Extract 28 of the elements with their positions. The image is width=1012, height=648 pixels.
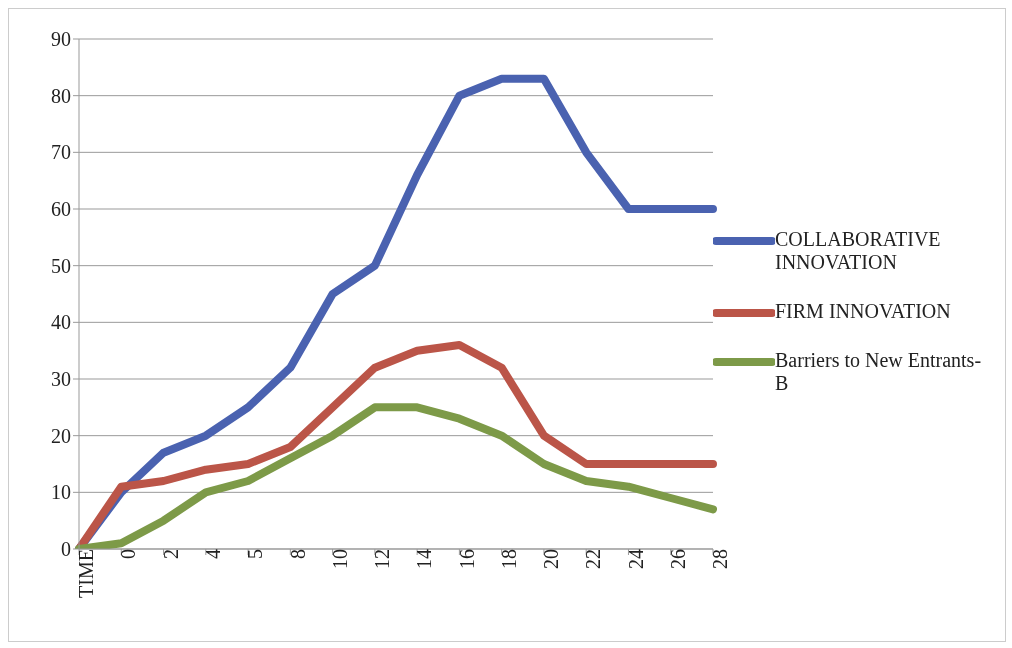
legend-label: Barriers to New Entrants-B xyxy=(775,348,983,395)
x-tick-label: 18 xyxy=(497,549,520,569)
x-tick-label: 24 xyxy=(624,549,647,569)
x-tick-label: 2 xyxy=(159,549,182,559)
y-tick-label: 90 xyxy=(51,28,71,51)
x-tick-label: 10 xyxy=(328,549,351,569)
y-tick-label: 40 xyxy=(51,311,71,334)
y-tick-label: 50 xyxy=(51,254,71,277)
y-tick-label: 60 xyxy=(51,198,71,221)
x-tick-label: 12 xyxy=(371,549,394,569)
x-tick-label: 26 xyxy=(666,549,689,569)
x-tick-label: 22 xyxy=(582,549,605,569)
x-tick-label: 4 xyxy=(202,549,224,559)
x-tick-label: 14 xyxy=(413,549,436,569)
y-tick-label: 70 xyxy=(51,141,71,164)
x-tick-label: 20 xyxy=(540,549,563,569)
legend-label: COLLABORATIVE INNOVATION xyxy=(775,227,942,274)
x-tick-label: 16 xyxy=(455,549,478,569)
legend-label: FIRM INNOVATION xyxy=(775,299,951,323)
y-tick-label: 20 xyxy=(51,424,71,447)
x-tick-label: 0 xyxy=(117,549,140,559)
x-tick-label: 28 xyxy=(709,549,732,569)
y-tick-label: 80 xyxy=(51,84,71,107)
x-tick-label: 5 xyxy=(244,549,267,559)
y-tick-label: 30 xyxy=(51,368,71,391)
y-tick-label: 10 xyxy=(51,481,71,504)
x-tick-label: 8 xyxy=(286,549,309,559)
x-tick-label: TIME xyxy=(75,549,98,598)
